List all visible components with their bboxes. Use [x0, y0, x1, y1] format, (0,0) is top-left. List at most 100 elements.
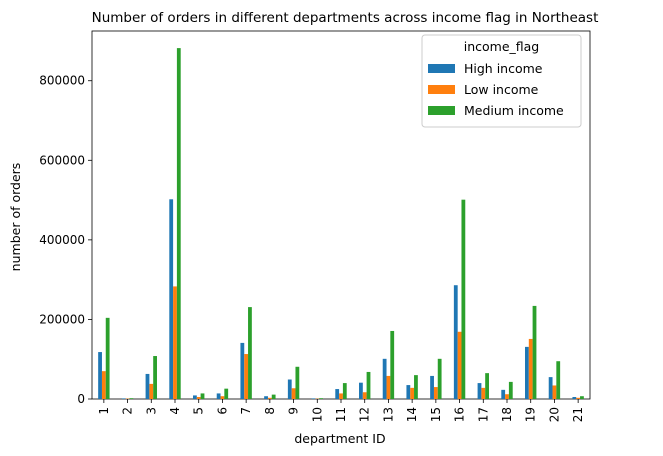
legend-box — [421, 34, 582, 128]
x-axis: 1 2 3 4 5 6 7 8 9 10 11 12 13 14 15 16 17 18 19 20 21 — [97, 399, 585, 422]
y-tick-label: 600000 — [39, 153, 85, 167]
legend-item-label: Medium income — [464, 103, 564, 118]
x-tick-label: 19 — [524, 407, 538, 422]
bar-high-income-dept-3 — [145, 373, 150, 399]
bar-medium-income-dept-15 — [437, 358, 442, 399]
bar-medium-income-dept-1 — [105, 317, 110, 399]
bar-low-income-dept-8 — [267, 397, 272, 399]
bar-high-income-dept-14 — [406, 385, 411, 399]
bar-medium-income-dept-3 — [153, 356, 157, 399]
bar-low-income-dept-16 — [457, 331, 462, 399]
bar-high-income-dept-15 — [430, 375, 434, 399]
chart-title: Number of orders in different department… — [92, 10, 599, 26]
bar-high-income-dept-13 — [382, 358, 387, 399]
legend-title: income_flag — [464, 39, 540, 54]
bar-medium-income-dept-11 — [342, 383, 347, 399]
bar-high-income-dept-10 — [311, 398, 316, 399]
bar-low-income-dept-7 — [244, 354, 249, 399]
x-tick-label: 8 — [263, 407, 277, 415]
x-axis-label: department ID — [294, 431, 385, 446]
bar-medium-income-dept-12 — [366, 371, 371, 399]
x-tick-label: 14 — [405, 407, 419, 422]
bar-high-income-dept-11 — [335, 389, 340, 399]
bar-low-income-dept-20 — [552, 385, 557, 399]
bar-high-income-dept-20 — [548, 377, 553, 399]
bar-medium-income-dept-14 — [414, 375, 418, 399]
bar-low-income-dept-18 — [505, 394, 509, 399]
bar-low-income-dept-17 — [481, 387, 486, 399]
bar-medium-income-dept-7 — [248, 307, 252, 399]
bar-high-income-dept-18 — [501, 389, 506, 399]
legend-item-label: Low income — [464, 82, 539, 97]
y-tick-label: 800000 — [39, 74, 85, 88]
bar-high-income-dept-12 — [359, 382, 363, 399]
y-tick-label: 0 — [77, 392, 85, 406]
bar-low-income-dept-19 — [528, 338, 533, 399]
bar-high-income-dept-4 — [169, 199, 174, 399]
x-tick-label: 4 — [168, 407, 182, 415]
bar-medium-income-dept-5 — [200, 393, 205, 399]
bar-high-income-dept-16 — [453, 285, 458, 399]
bar-high-income-dept-21 — [572, 397, 577, 399]
bar-medium-income-dept-21 — [580, 396, 584, 399]
x-tick-label: 13 — [381, 407, 395, 422]
legend-swatch — [428, 85, 455, 94]
bar-low-income-dept-5 — [196, 397, 201, 399]
bar-high-income-dept-7 — [240, 342, 245, 399]
x-tick-label: 3 — [144, 407, 158, 415]
bar-medium-income-dept-20 — [556, 361, 561, 399]
x-tick-label: 17 — [476, 407, 490, 422]
x-tick-label: 5 — [192, 407, 206, 415]
bars — [98, 48, 584, 400]
bar-low-income-dept-11 — [339, 393, 343, 399]
bar-low-income-dept-6 — [220, 396, 225, 399]
y-axis-label: number of orders — [8, 163, 23, 272]
bar-low-income-dept-3 — [149, 383, 154, 399]
bar-low-income-dept-14 — [410, 387, 415, 399]
bar-high-income-dept-19 — [525, 346, 529, 399]
bar-medium-income-dept-17 — [485, 373, 489, 399]
bar-high-income-dept-5 — [193, 395, 197, 399]
x-tick-label: 11 — [334, 407, 348, 422]
bar-medium-income-dept-18 — [508, 381, 513, 399]
y-axis: 0 200000 400000 600000 800000 — [39, 74, 92, 406]
bar-medium-income-dept-2 — [129, 398, 134, 399]
bar-low-income-dept-15 — [433, 387, 438, 399]
x-tick-label: 16 — [453, 407, 467, 422]
legend-item-label: High income — [464, 61, 543, 76]
x-tick-label: 7 — [239, 407, 253, 415]
x-tick-label: 9 — [287, 407, 301, 415]
x-tick-label: 15 — [429, 407, 443, 422]
bar-low-income-dept-9 — [291, 388, 296, 399]
legend-swatch — [428, 106, 455, 115]
x-tick-label: 12 — [358, 407, 372, 422]
bar-high-income-dept-17 — [477, 383, 482, 399]
bar-low-income-dept-21 — [576, 397, 581, 399]
bar-medium-income-dept-9 — [295, 366, 300, 399]
x-tick-label: 10 — [310, 407, 324, 422]
bar-medium-income-dept-13 — [390, 330, 395, 399]
bar-medium-income-dept-6 — [224, 388, 229, 399]
bar-high-income-dept-9 — [287, 379, 292, 399]
bar-low-income-dept-4 — [173, 286, 177, 399]
bar-medium-income-dept-8 — [271, 394, 276, 399]
bar-high-income-dept-8 — [264, 396, 268, 399]
bar-low-income-dept-13 — [386, 375, 391, 399]
y-tick-label: 400000 — [39, 233, 85, 247]
y-tick-label: 200000 — [39, 312, 85, 326]
bar-high-income-dept-2 — [121, 398, 126, 399]
bar-medium-income-dept-4 — [176, 48, 181, 400]
bar-low-income-dept-1 — [101, 371, 106, 399]
bar-medium-income-dept-10 — [319, 398, 323, 399]
x-tick-label: 6 — [215, 407, 229, 415]
bar-medium-income-dept-16 — [461, 199, 466, 399]
bar-high-income-dept-1 — [98, 352, 102, 399]
bar-high-income-dept-6 — [216, 393, 221, 399]
x-tick-label: 21 — [571, 407, 585, 422]
bar-medium-income-dept-19 — [532, 305, 537, 399]
x-tick-label: 2 — [121, 407, 135, 415]
legend: income_flag High income Low income Medium … — [421, 34, 582, 128]
x-tick-label: 1 — [97, 407, 111, 415]
x-tick-label: 20 — [547, 407, 561, 422]
